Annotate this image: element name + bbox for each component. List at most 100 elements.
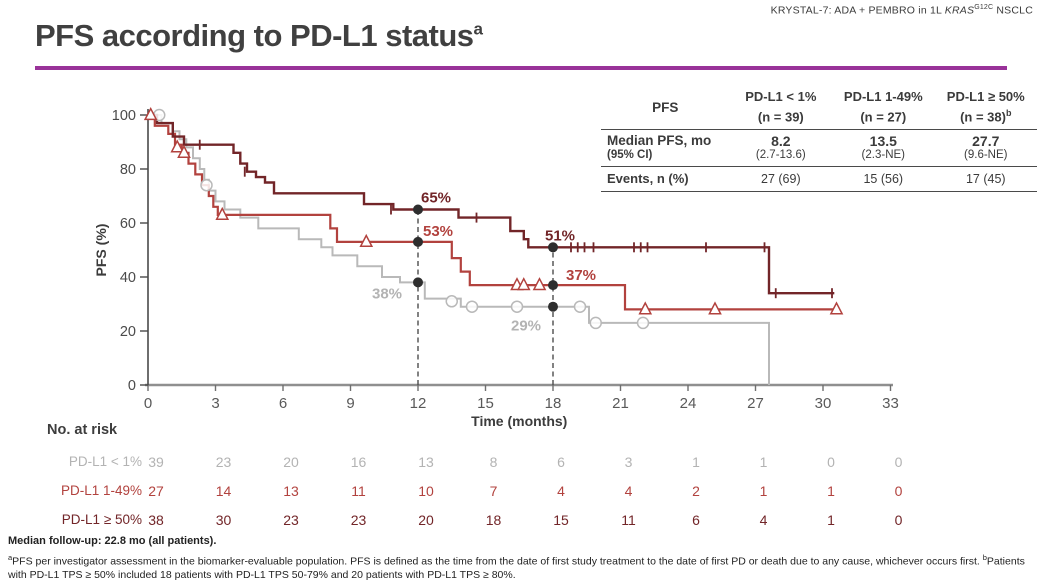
col-header-1-49: PD-L1 1-49%	[843, 89, 923, 104]
km-curve-1-PD-L1 1-49%	[148, 113, 839, 311]
censor-circle	[465, 300, 479, 313]
risk-count: 1	[759, 454, 768, 470]
risk-count: 39	[148, 454, 164, 470]
header-tag-prefix: KRYSTAL-7: ADA + PEMBRO in 1L	[770, 4, 945, 17]
risk-count: 0	[827, 454, 835, 470]
risk-count: 23	[283, 512, 299, 528]
x-tick-label: 21	[612, 395, 629, 412]
censor-circle	[200, 178, 213, 192]
summary-header-pfs: PFS	[652, 99, 679, 115]
col-n-ge50-superscript: b	[1005, 108, 1012, 118]
censor-circle	[510, 300, 524, 313]
x-tick-label: 33	[882, 395, 899, 412]
y-tick-label: 0	[128, 378, 136, 394]
risk-count: 27	[148, 483, 164, 499]
risk-count: 1	[759, 483, 768, 499]
page-title: PFS according to PD-L1 statusa	[35, 18, 483, 54]
median-value-1-49: 13.5	[869, 133, 897, 150]
events-value-ge50: 17 (45)	[934, 166, 1037, 193]
landmark-dot	[548, 301, 558, 312]
footnote-superscript-b: b	[982, 553, 987, 562]
landmark-dot	[548, 242, 558, 253]
header-tag-suffix: NSCLC	[993, 4, 1033, 17]
km-chart: 0 3 6 9 12 15 18 21 24 27 30 33 0 20 40 60 80 100 Time (mo…	[93, 106, 899, 429]
risk-count: 13	[283, 483, 299, 499]
risk-count: 15	[553, 512, 569, 528]
x-tick-label: 0	[144, 395, 152, 412]
risk-row-label: PD-L1 ≥ 50%	[61, 512, 142, 527]
median-pfs-label: Median PFS, mo	[607, 133, 712, 149]
risk-count: 7	[489, 483, 498, 499]
risk-count: 13	[418, 454, 434, 470]
risk-count: 11	[621, 512, 636, 528]
x-tick-label: 12	[410, 395, 427, 412]
risk-count: 1	[827, 483, 835, 499]
col-n-lt1: (n = 39)	[757, 109, 804, 125]
events-value-1-49: 15 (56)	[832, 166, 935, 193]
median-value-lt1: 8.2	[771, 133, 791, 150]
page-title-superscript: a	[473, 19, 483, 39]
events-label: Events, n (%)	[607, 171, 689, 187]
y-tick-label: 100	[112, 108, 136, 124]
risk-count: 23	[215, 454, 232, 470]
landmark-dot	[548, 280, 558, 291]
risk-count: 20	[283, 454, 299, 470]
risk-count: 0	[894, 454, 903, 470]
ci-value-ge50: (9.6-NE)	[964, 149, 1008, 162]
landmark-label-53%: 53%	[423, 223, 453, 240]
ci-value-lt1: (2.7-13.6)	[755, 149, 806, 162]
risk-count: 20	[418, 512, 434, 528]
landmark-label-51%: 51%	[545, 227, 575, 244]
risk-count: 18	[485, 512, 502, 528]
landmark-dot	[413, 277, 423, 288]
landmark-label-38%: 38%	[372, 285, 402, 302]
ci-label: (95% CI)	[607, 149, 653, 162]
risk-count: 1	[827, 512, 835, 528]
slide-header-tag: KRYSTAL-7: ADA + PEMBRO in 1L KRASG12C N…	[771, 4, 1033, 17]
ci-value-1-49: (2.3-NE)	[861, 149, 905, 162]
censor-triangle	[708, 301, 722, 315]
x-tick-label: 6	[279, 395, 287, 412]
risk-count: 4	[624, 483, 633, 499]
footnote-text-b: Patients with PD-L1 TPS ≥ 50% included 1…	[8, 555, 1025, 582]
x-tick-label: 9	[346, 395, 354, 412]
median-value-ge50: 27.7	[972, 133, 1000, 150]
risk-count: 2	[692, 483, 700, 499]
censor-triangle	[638, 301, 653, 315]
y-axis-title: PFS (%)	[93, 224, 109, 277]
col-header-lt1: PD-L1 < 1%	[745, 89, 817, 104]
censor-circle	[445, 295, 458, 308]
landmark-dot	[413, 204, 423, 215]
footnote: aPFS per investigator assessment in the …	[8, 551, 1034, 583]
risk-row-label: PD-L1 1-49%	[60, 483, 142, 498]
censor-triangle	[829, 301, 844, 315]
censor-circle	[573, 300, 587, 313]
risk-count: 4	[557, 483, 565, 499]
x-tick-label: 24	[680, 395, 697, 412]
footnote-text-a: PFS per investigator assessment in the b…	[12, 555, 983, 568]
censor-triangle	[359, 233, 374, 248]
summary-median-row: Median PFS, mo (95% CI) 8.2 (2.7-13.6) 13.…	[601, 129, 1037, 168]
risk-count: 4	[759, 512, 768, 528]
risk-row-PD-L1 < 1%: PD-L1 < 1% 39 23 20 16 13 8 6 3 1 1 0 0	[0, 451, 1040, 473]
landmark-label-65%: 65%	[421, 190, 451, 207]
x-tick-label: 30	[815, 395, 832, 412]
y-tick-label: 40	[120, 270, 136, 286]
risk-count: 38	[148, 512, 164, 528]
x-tick-label: 27	[747, 395, 764, 412]
risk-row-PD-L1 ≥ 50%: PD-L1 ≥ 50% 38 30 23 23 20 18 15 11 6 4 1 0	[0, 509, 1040, 531]
censor-triangle	[532, 277, 547, 291]
risk-row-label: PD-L1 < 1%	[68, 454, 142, 469]
censor-triangle	[215, 206, 230, 221]
landmark-dot	[413, 236, 423, 247]
risk-count: 10	[418, 483, 434, 499]
header-tag-gene: KRAS	[944, 4, 975, 17]
censor-triangle	[177, 144, 191, 158]
x-tick-label: 18	[545, 395, 562, 412]
risk-count: 16	[350, 454, 367, 470]
risk-count: 23	[350, 512, 367, 528]
landmark-label-37%: 37%	[566, 267, 596, 284]
x-tick-label: 15	[477, 395, 494, 412]
y-tick-label: 80	[120, 162, 136, 178]
